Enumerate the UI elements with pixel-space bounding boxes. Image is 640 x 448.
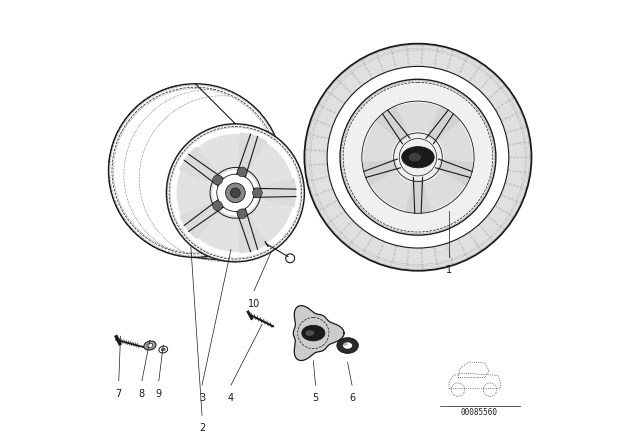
Polygon shape <box>364 121 398 162</box>
Circle shape <box>212 175 223 185</box>
Circle shape <box>212 201 223 211</box>
Polygon shape <box>424 171 465 210</box>
Polygon shape <box>438 121 472 162</box>
Polygon shape <box>237 132 268 176</box>
Text: 3: 3 <box>199 393 205 403</box>
Polygon shape <box>397 103 439 133</box>
Text: 8: 8 <box>139 389 145 399</box>
Text: 4: 4 <box>228 393 234 403</box>
Text: 1: 1 <box>446 265 452 276</box>
Circle shape <box>305 44 531 271</box>
Polygon shape <box>248 198 292 243</box>
Polygon shape <box>248 143 292 187</box>
Polygon shape <box>437 159 474 186</box>
Text: 2: 2 <box>199 423 205 434</box>
Polygon shape <box>376 106 409 142</box>
Polygon shape <box>371 171 412 210</box>
Ellipse shape <box>305 330 314 336</box>
Circle shape <box>237 209 247 219</box>
Ellipse shape <box>402 146 434 168</box>
Text: 9: 9 <box>156 389 162 399</box>
Polygon shape <box>179 146 222 185</box>
Circle shape <box>226 183 245 202</box>
Polygon shape <box>362 159 399 186</box>
Ellipse shape <box>408 153 421 162</box>
Polygon shape <box>179 200 222 239</box>
Ellipse shape <box>161 348 165 351</box>
Ellipse shape <box>343 343 348 346</box>
Circle shape <box>230 188 240 198</box>
Polygon shape <box>427 106 460 142</box>
Polygon shape <box>293 306 344 361</box>
Circle shape <box>237 167 247 177</box>
Circle shape <box>166 124 305 262</box>
Text: 7: 7 <box>116 389 122 399</box>
Polygon shape <box>255 178 296 207</box>
Polygon shape <box>237 210 268 254</box>
Text: 10: 10 <box>248 299 260 309</box>
Ellipse shape <box>342 342 353 349</box>
Text: 5: 5 <box>312 393 319 403</box>
Ellipse shape <box>144 341 156 350</box>
Polygon shape <box>198 210 239 252</box>
Text: 6: 6 <box>349 393 355 403</box>
Ellipse shape <box>301 325 325 341</box>
Ellipse shape <box>337 338 358 353</box>
Circle shape <box>253 188 262 198</box>
Polygon shape <box>177 171 214 215</box>
Circle shape <box>340 79 496 235</box>
Text: 00085560: 00085560 <box>461 408 498 418</box>
Polygon shape <box>405 179 431 213</box>
Polygon shape <box>198 134 239 175</box>
Circle shape <box>327 66 509 248</box>
Ellipse shape <box>147 344 153 348</box>
